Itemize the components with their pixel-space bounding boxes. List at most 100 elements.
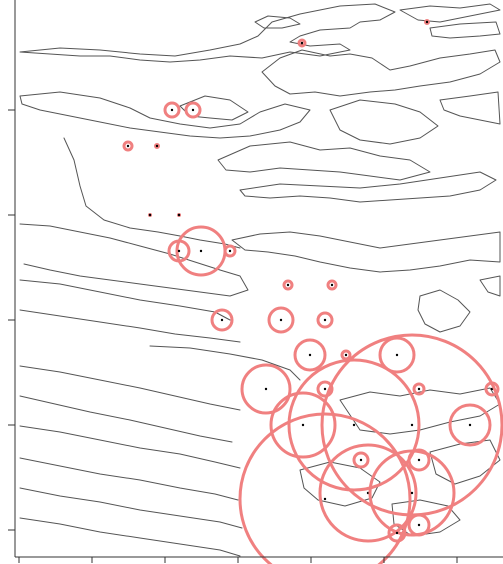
site-point [323, 318, 327, 322]
site-point [228, 249, 232, 253]
coastline [429, 21, 501, 39]
coastline [261, 49, 501, 97]
site-point [330, 283, 334, 287]
site-circle [163, 101, 181, 119]
site-point [126, 144, 130, 148]
site-point [220, 318, 224, 322]
site-circle [387, 523, 407, 543]
site-circle [184, 101, 202, 119]
coastline [63, 137, 241, 249]
site-circle [210, 308, 234, 332]
site-7 [148, 213, 152, 217]
site-point [425, 20, 429, 24]
site-33 [387, 523, 407, 543]
site-circle [424, 19, 430, 25]
site-27 [448, 403, 492, 447]
site-point [148, 213, 152, 217]
site-1 [297, 38, 307, 48]
site-point [199, 249, 203, 253]
site-point [352, 423, 356, 427]
coastline [254, 15, 301, 29]
site-point [286, 283, 290, 287]
site-circle [326, 279, 338, 291]
site-30 [238, 412, 412, 564]
site-circle [223, 244, 237, 258]
site-22 [412, 382, 426, 396]
site-11 [223, 244, 237, 258]
site-circle [287, 358, 421, 492]
coastline [19, 457, 239, 501]
site-circle [267, 306, 295, 334]
site-point [359, 458, 363, 462]
site-point [170, 108, 174, 112]
site-point [177, 213, 181, 217]
coastline [439, 91, 501, 125]
site-point [264, 387, 268, 391]
coastlines [19, 3, 501, 557]
site-circle [448, 403, 492, 447]
coastline [149, 345, 301, 381]
coastline [19, 91, 311, 139]
site-3 [163, 101, 181, 119]
site-point [323, 497, 327, 501]
site-21 [316, 380, 334, 398]
site-16 [316, 311, 334, 329]
site-circle [240, 363, 292, 415]
site-circle [407, 513, 431, 537]
site-point [191, 108, 195, 112]
site-29 [407, 448, 431, 472]
site-point [468, 423, 472, 427]
site-15 [267, 306, 295, 334]
site-circle [269, 391, 337, 459]
coastline [479, 275, 501, 297]
site-circle [167, 239, 191, 263]
coastline [217, 141, 431, 181]
site-point [410, 423, 414, 427]
site-circle [316, 311, 334, 329]
site-point [417, 387, 421, 391]
site-17 [293, 338, 327, 372]
site-13 [326, 279, 338, 291]
site-point [344, 353, 348, 357]
site-circle [293, 338, 327, 372]
axes [8, 0, 503, 563]
site-circle [318, 443, 418, 543]
site-24 [269, 391, 337, 459]
coastline [417, 289, 471, 333]
site-point [410, 491, 414, 495]
site-point [301, 423, 305, 427]
site-circle [378, 336, 416, 374]
site-8 [177, 213, 181, 217]
site-point [300, 41, 304, 45]
site-32 [368, 449, 456, 537]
site-20 [240, 363, 292, 415]
site-point [417, 523, 421, 527]
site-circle [238, 412, 412, 564]
site-34 [407, 513, 431, 537]
site-point [395, 353, 399, 357]
coastline [19, 517, 241, 557]
coastline [231, 231, 501, 273]
site-circle [122, 140, 134, 152]
site-2 [424, 19, 430, 25]
site-point [155, 144, 159, 148]
sites-layer [122, 19, 503, 564]
site-circle [154, 143, 160, 149]
site-circle [352, 451, 370, 469]
coastline [19, 425, 241, 469]
site-point [177, 249, 181, 253]
coastline [19, 487, 243, 529]
coastline [399, 3, 501, 23]
site-10 [167, 239, 191, 263]
coastline [19, 309, 241, 343]
coastline [19, 223, 249, 297]
site-19 [378, 336, 416, 374]
coastline [19, 365, 241, 411]
site-14 [210, 308, 234, 332]
site-point [323, 387, 327, 391]
site-point [395, 531, 399, 535]
site-9 [175, 225, 227, 277]
site-circle [412, 382, 426, 396]
